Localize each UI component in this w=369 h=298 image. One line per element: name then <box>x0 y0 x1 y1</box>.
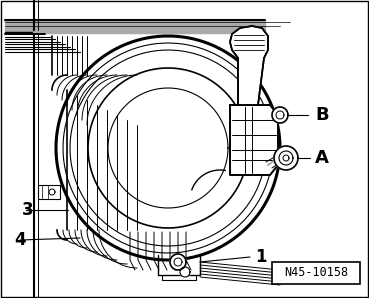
Polygon shape <box>71 51 265 245</box>
Polygon shape <box>230 26 268 105</box>
Polygon shape <box>274 146 298 170</box>
Polygon shape <box>180 267 190 277</box>
Polygon shape <box>230 105 278 175</box>
Text: 4: 4 <box>14 231 25 249</box>
Text: B: B <box>315 106 329 124</box>
Text: N45-10158: N45-10158 <box>284 266 348 280</box>
Text: A: A <box>315 149 329 167</box>
Text: 1: 1 <box>255 248 266 266</box>
Bar <box>38 185 60 199</box>
Polygon shape <box>272 107 288 123</box>
Text: 3: 3 <box>22 201 34 219</box>
Polygon shape <box>170 254 186 270</box>
Polygon shape <box>283 155 289 161</box>
Bar <box>272 262 360 284</box>
Bar <box>5 20 265 32</box>
